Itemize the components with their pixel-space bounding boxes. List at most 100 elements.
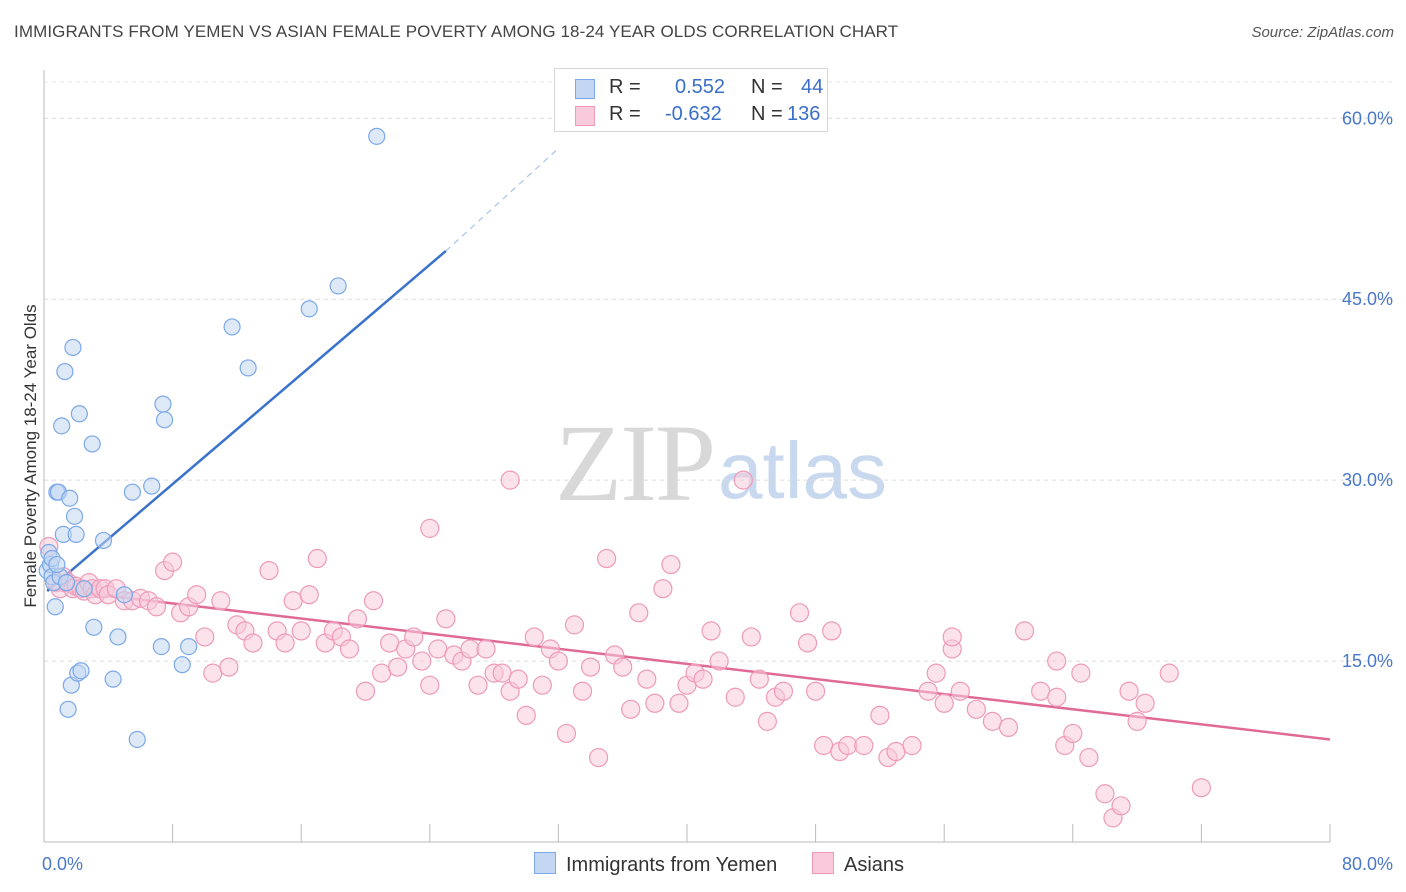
point-asians [1014, 621, 1035, 641]
point-asians [749, 669, 769, 689]
point-asians [187, 585, 207, 605]
point-asians [637, 669, 657, 689]
point-asians [524, 627, 544, 647]
point-asians [428, 639, 448, 659]
point-yemen [223, 318, 241, 336]
point-yemen [152, 637, 170, 656]
point-yemen [57, 574, 76, 592]
point-asians [283, 591, 303, 611]
point-asians [773, 681, 794, 701]
point-asians [388, 657, 408, 677]
point-asians [420, 518, 440, 538]
y-axis-title: Female Poverty Among 18-24 Year Olds [21, 304, 40, 607]
x-tick-label: 80.0% [1342, 854, 1393, 874]
axes [43, 70, 1331, 843]
point-asians [886, 741, 906, 762]
point-asians [982, 711, 1003, 731]
legend-n-value: 136 [787, 103, 821, 125]
point-asians [733, 470, 753, 490]
point-asians [693, 669, 713, 689]
point-yemen [143, 477, 161, 495]
legend-r-value: -0.632 [665, 103, 722, 125]
point-asians [629, 603, 649, 623]
point-yemen [64, 338, 82, 357]
point-yemen [115, 586, 133, 604]
point-asians [275, 633, 295, 653]
point-asians [854, 735, 874, 756]
trend-line-asians [47, 587, 1331, 741]
bottom-legend-yemen: Immigrants from Yemen [534, 852, 777, 877]
watermark-atlas: atlas [718, 426, 887, 515]
point-yemen [128, 730, 146, 749]
bottom-legend-label-yemen: Immigrants from Yemen [566, 854, 778, 876]
point-asians [532, 675, 552, 695]
point-asians [1191, 778, 1212, 798]
chart-source: Source: ZipAtlas.com [1251, 24, 1394, 41]
point-asians [492, 663, 512, 683]
point-asians [259, 560, 279, 581]
point-asians [380, 633, 400, 653]
y-tick-label: 60.0% [1342, 108, 1393, 128]
point-asians [203, 663, 223, 683]
bottom-legend-asians: Asians [812, 852, 904, 877]
point-asians [709, 651, 729, 671]
point-asians [725, 687, 745, 707]
point-asians [1063, 723, 1083, 744]
point-asians [548, 651, 569, 671]
point-asians [347, 609, 368, 629]
point-yemen [48, 555, 66, 574]
point-asians [1135, 693, 1155, 713]
point-asians [307, 548, 327, 569]
point-asians [902, 735, 922, 756]
point-yemen [104, 670, 122, 688]
point-asians [412, 651, 432, 671]
point-asians [163, 552, 183, 572]
trend-line-yemen-extension [445, 147, 559, 252]
point-asians [838, 735, 858, 756]
point-yemen [123, 483, 142, 501]
legend-swatch-yemen [575, 79, 595, 99]
axis-labels: 15.0% 30.0% 45.0% 60.0% 0.0% 80.0% Female Pove… [21, 108, 1393, 874]
chart-title: IMMIGRANTS FROM YEMEN VS ASIAN FEMALE PO… [14, 22, 899, 41]
point-yemen [85, 618, 103, 636]
point-asians [339, 639, 360, 659]
point-asians [1111, 796, 1131, 816]
point-yemen [61, 489, 79, 507]
point-asians [363, 591, 384, 611]
point-asians [966, 699, 986, 719]
point-asians [926, 663, 946, 683]
point-asians [588, 747, 609, 768]
point-asians [291, 621, 311, 641]
point-asians [420, 675, 440, 695]
point-asians [934, 693, 954, 713]
point-yemen [155, 411, 174, 429]
point-asians [436, 609, 456, 629]
trend-lines [46, 147, 1331, 741]
legend-r-value: 0.552 [675, 76, 726, 98]
point-yemen [65, 507, 84, 525]
point-asians [508, 669, 528, 689]
point-asians [404, 627, 424, 647]
point-asians [219, 657, 239, 677]
point-yemen [59, 700, 77, 718]
point-asians [500, 470, 520, 490]
legend-swatch-asians [575, 106, 595, 126]
point-asians [195, 627, 215, 647]
point-asians [998, 717, 1019, 738]
point-yemen [46, 598, 64, 616]
point-yemen [53, 417, 71, 435]
point-asians [918, 681, 938, 701]
point-asians [669, 693, 689, 713]
point-yemen [70, 405, 88, 423]
point-yemen [239, 359, 257, 377]
x-tick-label: 0.0% [42, 854, 83, 874]
y-tick-label: 15.0% [1342, 651, 1393, 671]
stats-legend: R = 0.552 N = 44 R = -0.632 N = 136 [554, 68, 828, 132]
point-asians [556, 723, 577, 744]
point-yemen [83, 435, 101, 453]
point-asians [1031, 681, 1051, 701]
point-asians [572, 681, 593, 701]
point-yemen [180, 637, 198, 656]
point-yemen [67, 525, 85, 544]
legend-r-label: R = [609, 76, 641, 98]
